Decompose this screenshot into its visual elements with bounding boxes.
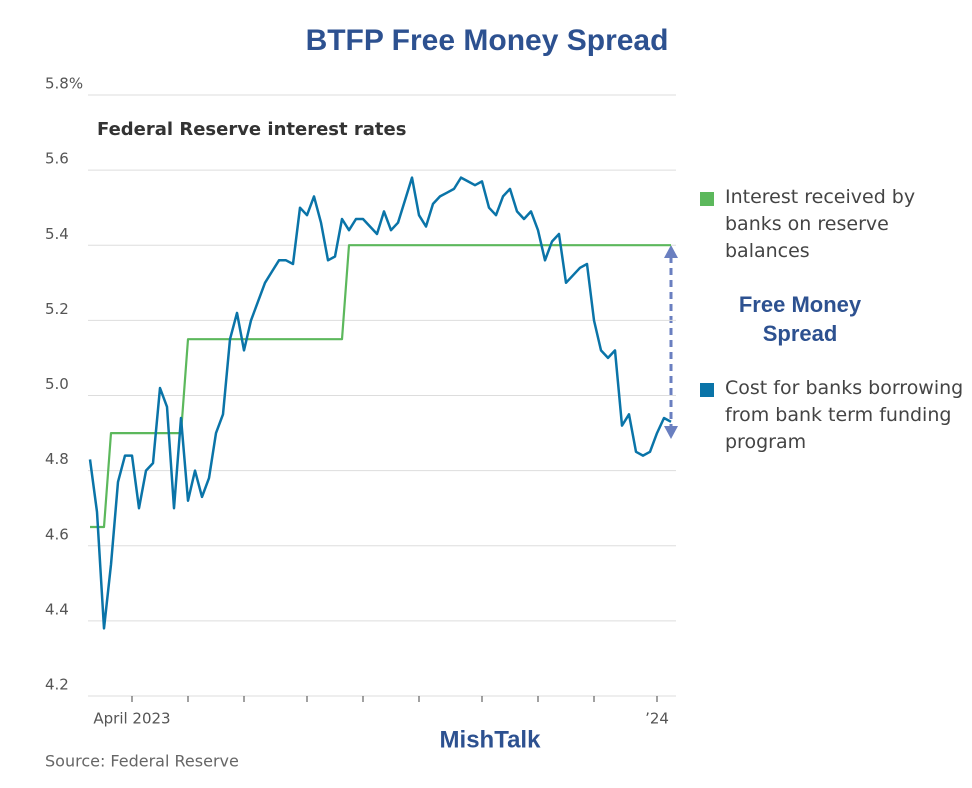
x-tick-label: April 2023 (93, 710, 170, 728)
legend-swatch (700, 192, 714, 206)
y-tick-label: 4.8 (45, 450, 69, 468)
y-tick-label: 4.2 (45, 676, 69, 694)
y-tick-label: 5.0 (45, 375, 69, 393)
legend-item: Cost for banks borrowing from bank term … (700, 375, 972, 456)
y-tick-label: 5.8% (45, 75, 83, 93)
legend-item: Interest received by banks on reserve ba… (700, 184, 972, 265)
legend-swatch (700, 383, 714, 397)
arrow-head (664, 245, 678, 258)
legend-label: Interest received by banks on reserve ba… (725, 186, 916, 262)
source: Source: Federal Reserve (45, 752, 239, 771)
x-tick-label: ’24 (645, 710, 669, 728)
arrow-head (664, 426, 678, 439)
annotation: Free Money Spread (738, 292, 862, 346)
y-tick-label: 5.2 (45, 300, 69, 318)
y-tick-label: 4.4 (45, 600, 69, 618)
chart-title: BTFP Free Money Spread (306, 24, 669, 57)
chart-subtitle: Federal Reserve interest rates (97, 119, 406, 140)
y-tick-label: 4.6 (45, 525, 69, 543)
y-tick-label: 5.4 (45, 225, 69, 243)
series-line (90, 244, 671, 529)
legend-label: Cost for banks borrowing from bank term … (725, 377, 964, 453)
watermark: MishTalk (440, 726, 542, 753)
y-tick-label: 5.6 (45, 150, 69, 168)
series-line (88, 176, 672, 630)
